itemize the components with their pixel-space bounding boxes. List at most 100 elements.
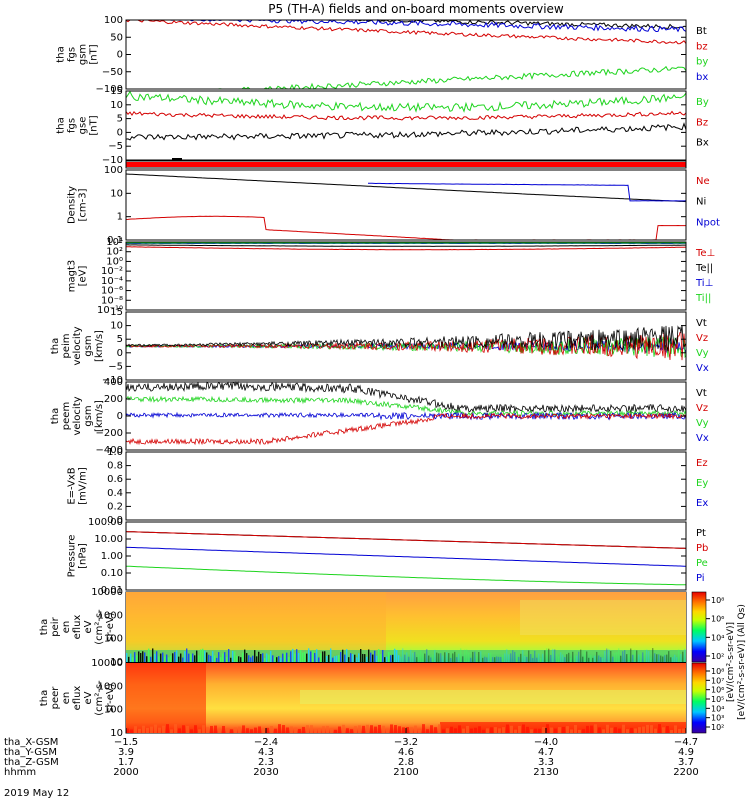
y-tick-label: 1000 xyxy=(98,681,123,692)
y-axis-label: sr-eV) xyxy=(105,612,116,641)
y-tick-label: −5 xyxy=(108,141,123,152)
density-trace-2 xyxy=(368,182,687,202)
y-tick-label: 100 xyxy=(104,165,123,176)
y-axis-label: eflux xyxy=(72,615,83,640)
y-axis-label: [nT] xyxy=(89,115,100,135)
colorbar-peer xyxy=(691,662,707,734)
y-axis-label: gsm xyxy=(78,44,89,65)
colorbar-label: [eV/(cm²-s-sr-eV)] (All Qs) xyxy=(737,604,747,720)
y-axis-label: peim xyxy=(61,333,72,358)
colorbar-tick: 10⁷ xyxy=(711,676,724,685)
x-row-label: tha_Z-GSM xyxy=(4,757,59,768)
pressure-trace-2 xyxy=(125,546,686,567)
legend-entry: Npot xyxy=(696,217,720,228)
panel-pressure: 100.00 10.00 1.00 0.10 0.01 Pressure [nPa] Pt Pb… xyxy=(67,517,709,596)
y-tick-label: 10 xyxy=(110,321,123,332)
y-tick-label: 10⁰ xyxy=(106,256,123,267)
legend-entry: By xyxy=(696,97,709,108)
y-axis-label: eV xyxy=(83,620,94,633)
x-tick-label: 2030 xyxy=(253,767,278,778)
legend-entry: Pe xyxy=(696,558,708,569)
y-axis-label: en xyxy=(61,621,72,634)
y-tick-label: 10 xyxy=(110,188,123,199)
legend-entry: Vz xyxy=(696,333,708,344)
x-tick-label: 4.9 xyxy=(678,747,694,758)
panel-frame xyxy=(125,521,687,591)
fgs-gse-trace-1 xyxy=(125,110,687,121)
panel-fgs-gsm: 100 50 0 −50 −100 tha fgs gsm [nT] Bt bz by bx xyxy=(56,15,709,95)
y-tick-label: 1.00 xyxy=(101,551,123,562)
legend-entry: Vx xyxy=(696,363,709,374)
x-row-label: hhmm xyxy=(4,767,36,778)
legend-entry: Te|| xyxy=(695,263,713,274)
panel-frame xyxy=(125,169,687,241)
legend-entry: Bx xyxy=(696,138,709,149)
y-tick-label: 0 xyxy=(117,50,123,61)
flag-bar xyxy=(126,162,686,167)
temp-trace-1 xyxy=(125,244,686,247)
y-tick-label: 200 xyxy=(104,394,123,405)
y-axis-label: [km/s] xyxy=(94,330,105,362)
legend-entry: Vy xyxy=(696,418,709,429)
panel-frame xyxy=(125,160,687,169)
y-axis-label: tha xyxy=(39,619,50,635)
y-tick-label: 10⁻⁴ xyxy=(101,276,123,287)
x-tick-label: 4.6 xyxy=(398,747,414,758)
legend-entry: Ti⊥ xyxy=(695,278,713,289)
y-axis-label: Pressure xyxy=(67,535,78,578)
y-axis-label: tha xyxy=(56,46,67,62)
pressure-trace-3 xyxy=(125,565,686,586)
y-axis-label: fgs xyxy=(67,118,78,133)
y-tick-label: 0.01 xyxy=(101,585,123,596)
colorbar-tick: 10⁴ xyxy=(711,633,724,642)
x-row-label: tha_Y-GSM xyxy=(4,747,57,758)
x-tick-label: 4.7 xyxy=(538,747,554,758)
y-axis-label: [km/s] xyxy=(94,400,105,432)
spectrogram-peir xyxy=(126,592,686,662)
x-tick-label: 2200 xyxy=(673,767,698,778)
colorbar-peir xyxy=(691,591,707,663)
x-tick-label: 3.3 xyxy=(538,757,554,768)
peem-trace-2 xyxy=(125,411,687,421)
y-tick-label: 10⁻² xyxy=(101,266,123,277)
x-tick-label: −2.4 xyxy=(254,737,278,748)
y-tick-label: 1 xyxy=(117,212,123,223)
y-tick-label: 15 xyxy=(110,86,123,97)
colorbar-tick: 10⁶ xyxy=(711,686,724,695)
y-tick-label: 0.6 xyxy=(107,474,123,485)
legend-entry: Vy xyxy=(696,348,709,359)
peem-trace-0 xyxy=(125,380,687,414)
y-tick-label: 0 xyxy=(117,348,123,359)
y-axis-label: gsm xyxy=(83,335,94,356)
y-tick-label: −10 xyxy=(102,375,123,386)
panel-frame xyxy=(125,19,687,90)
y-tick-label: 0.1 xyxy=(107,235,123,246)
y-axis-label: eV xyxy=(83,691,94,704)
y-axis-label: [nPa] xyxy=(78,543,89,569)
y-tick-label: 5 xyxy=(117,114,123,125)
colorbar-tick: 10³ xyxy=(711,714,724,723)
legend-entry: Bz xyxy=(696,117,708,128)
y-tick-label: −400 xyxy=(96,445,123,456)
y-axis-label: (cm²-s- xyxy=(94,680,105,716)
x-tick-label: 4.3 xyxy=(258,747,274,758)
y-axis-label: tha xyxy=(56,117,67,133)
y-tick-label: −50 xyxy=(102,67,123,78)
panel-peem: 400 200 0 −200 −400 tha peem velocity gsm [km/s] V… xyxy=(50,377,709,456)
legend-entry: Ni xyxy=(696,197,706,208)
peir-texture xyxy=(126,648,686,662)
spectrogram-peer xyxy=(126,663,686,733)
y-tick-label: −10 xyxy=(102,155,123,166)
y-axis-label: peer xyxy=(50,686,61,710)
y-axis-label: velocity xyxy=(72,326,83,365)
y-tick-label: 10000 xyxy=(91,658,123,669)
peim-trace-3 xyxy=(125,325,687,352)
legend-entry: Ex xyxy=(696,498,708,509)
x-tick-label: 3.9 xyxy=(118,747,134,758)
y-axis-label: eflux xyxy=(72,686,83,711)
y-tick-label: 10⁻⁶ xyxy=(101,286,123,297)
y-tick-label: 100 xyxy=(104,15,123,26)
legend-entry: Vt xyxy=(696,388,707,399)
